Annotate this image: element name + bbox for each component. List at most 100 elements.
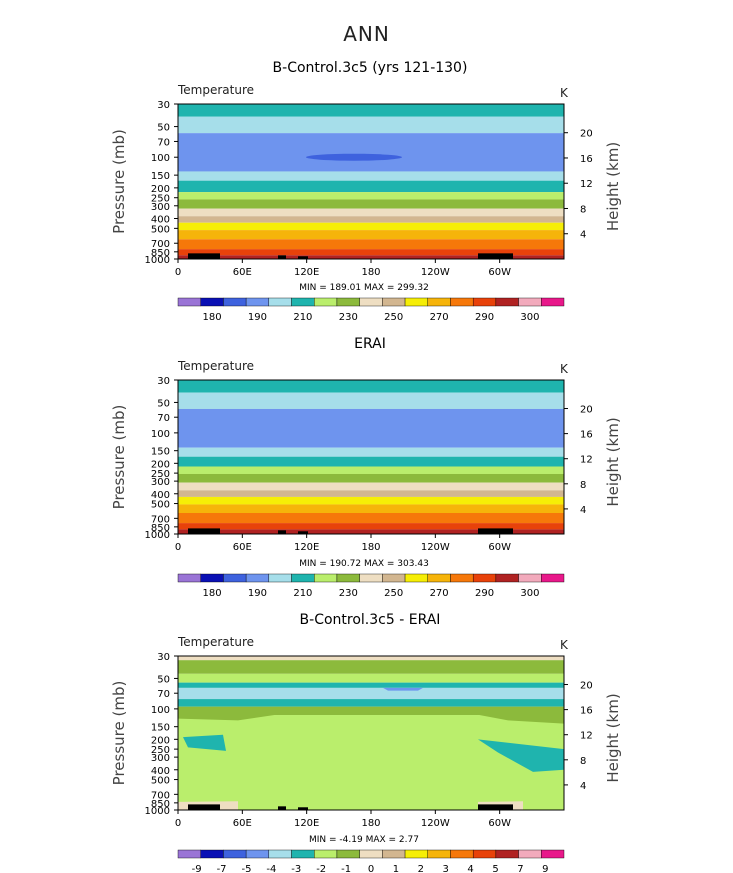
x-tick-label: 120E bbox=[294, 267, 319, 278]
legend-swatch-4 bbox=[268, 297, 292, 307]
y-right-tick-label: 16 bbox=[580, 706, 593, 717]
legend-swatch-3 bbox=[245, 573, 270, 583]
legend-swatch-10 bbox=[404, 849, 428, 859]
legend-label: 290 bbox=[475, 588, 494, 599]
contour-band-6 bbox=[178, 473, 564, 483]
plot-area: 3050701001502002503004005007008501000201… bbox=[110, 376, 622, 553]
anomaly-region-1 bbox=[458, 708, 564, 724]
legend-label: 210 bbox=[293, 312, 312, 323]
legend-label: 190 bbox=[248, 312, 267, 323]
legend-swatch-1 bbox=[200, 573, 224, 583]
legend-label: 180 bbox=[203, 588, 222, 599]
anomaly-region-2 bbox=[198, 723, 328, 760]
legend-label: 7 bbox=[517, 864, 523, 873]
y-tick-label: 50 bbox=[157, 674, 170, 685]
x-tick-label: 120W bbox=[421, 818, 450, 829]
legend-label: 4 bbox=[467, 864, 473, 873]
legend-swatch-11 bbox=[427, 573, 451, 583]
units-label: K bbox=[560, 638, 569, 652]
legend-label: -7 bbox=[217, 864, 227, 873]
x-tick-label: 60E bbox=[233, 818, 252, 829]
anomaly-region-7 bbox=[478, 801, 523, 810]
x-tick-label: 0 bbox=[175, 267, 181, 278]
terrain-mask-2 bbox=[298, 256, 308, 259]
panel-title: ERAI bbox=[354, 336, 386, 352]
legend-swatch-9 bbox=[382, 573, 406, 583]
legend-label: 230 bbox=[339, 312, 358, 323]
y-right-tick-label: 20 bbox=[580, 129, 593, 140]
legend-swatch-2 bbox=[223, 573, 247, 583]
x-tick-label: 60W bbox=[488, 542, 511, 553]
legend-swatch-7 bbox=[336, 573, 360, 583]
terrain-mask-1 bbox=[278, 255, 286, 259]
anomaly-region-4 bbox=[183, 734, 226, 751]
contour-band-7 bbox=[178, 208, 564, 217]
terrain-mask-3 bbox=[478, 528, 513, 534]
legend-label: -3 bbox=[291, 864, 301, 873]
panel-title: B-Control.3c5 - ERAI bbox=[300, 612, 441, 628]
legend-label: -1 bbox=[341, 864, 351, 873]
y-tick-label: 500 bbox=[151, 776, 170, 787]
y-tick-label: 200 bbox=[151, 184, 170, 195]
contour-band-12 bbox=[178, 249, 564, 256]
variable-label: Temperature bbox=[177, 359, 254, 373]
legend-swatch-14 bbox=[495, 297, 519, 307]
plot-frame bbox=[177, 379, 565, 535]
y-tick-label: 250 bbox=[151, 469, 170, 480]
legend-swatch-14 bbox=[495, 573, 519, 583]
contour-band-1 bbox=[178, 660, 564, 674]
y-tick-label: 250 bbox=[151, 194, 170, 205]
legend-swatch-6 bbox=[314, 297, 338, 307]
contour-band-5 bbox=[178, 699, 564, 707]
legend-swatch-9 bbox=[382, 849, 406, 859]
plot-frame bbox=[177, 103, 565, 260]
x-tick-label: 120W bbox=[421, 267, 450, 278]
legend-swatch-9 bbox=[382, 297, 406, 307]
legend-swatch-6 bbox=[314, 849, 338, 859]
y-tick-label: 1000 bbox=[145, 530, 170, 541]
legend-swatch-7 bbox=[336, 297, 360, 307]
y-right-tick-label: 4 bbox=[580, 505, 586, 516]
contour-band-7 bbox=[178, 715, 564, 810]
y-right-tick-label: 12 bbox=[580, 179, 593, 190]
plot-area: 3050701001502002503004005007008501000201… bbox=[110, 100, 622, 278]
contour-band-5 bbox=[178, 192, 564, 200]
contour-band-3 bbox=[178, 171, 564, 181]
anomaly-region-0 bbox=[178, 710, 288, 721]
y-tick-label: 700 bbox=[151, 239, 170, 250]
legend-label: 180 bbox=[203, 312, 222, 323]
legend-label: 1 bbox=[393, 864, 399, 873]
contour-band-13 bbox=[178, 529, 564, 534]
terrain-mask-3 bbox=[478, 804, 513, 810]
legend-label: 210 bbox=[293, 588, 312, 599]
legend-swatch-13 bbox=[472, 297, 497, 307]
legend-swatch-0 bbox=[177, 849, 201, 859]
legend-swatch-15 bbox=[518, 297, 542, 307]
legend-label: 270 bbox=[430, 312, 449, 323]
terrain-mask-3 bbox=[478, 253, 513, 259]
contour-band-11 bbox=[178, 239, 564, 250]
y-tick-label: 400 bbox=[151, 214, 170, 225]
legend-swatch-4 bbox=[268, 573, 292, 583]
contour-band-6 bbox=[178, 199, 564, 209]
color-legend: 180 190 210 230 250 270 290 300 bbox=[177, 573, 565, 599]
contour-band-10 bbox=[178, 504, 564, 514]
terrain-mask-0 bbox=[188, 804, 220, 810]
contour-band-5 bbox=[178, 466, 564, 474]
y-right-tick-label: 12 bbox=[580, 455, 593, 466]
contour-band-1 bbox=[178, 116, 564, 134]
y-tick-label: 30 bbox=[157, 376, 170, 387]
contour-band-7 bbox=[178, 482, 564, 491]
y-tick-label: 50 bbox=[157, 123, 170, 134]
x-tick-label: 120E bbox=[294, 542, 319, 553]
contour-band-3 bbox=[178, 682, 564, 688]
y-right-tick-label: 12 bbox=[580, 731, 593, 742]
plot-area: 3050701001502002503004005007008501000201… bbox=[110, 652, 622, 829]
units-label: K bbox=[560, 362, 569, 376]
color-legend: -9 -7 -5 -4 -3 -2 -1 0 1 2 3 4 5 7 9 bbox=[177, 849, 565, 873]
y-tick-label: 850 bbox=[151, 523, 170, 534]
x-tick-label: 60W bbox=[488, 267, 511, 278]
y-right-axis-title: Height (km) bbox=[604, 693, 622, 782]
contour-band-2 bbox=[178, 408, 564, 448]
